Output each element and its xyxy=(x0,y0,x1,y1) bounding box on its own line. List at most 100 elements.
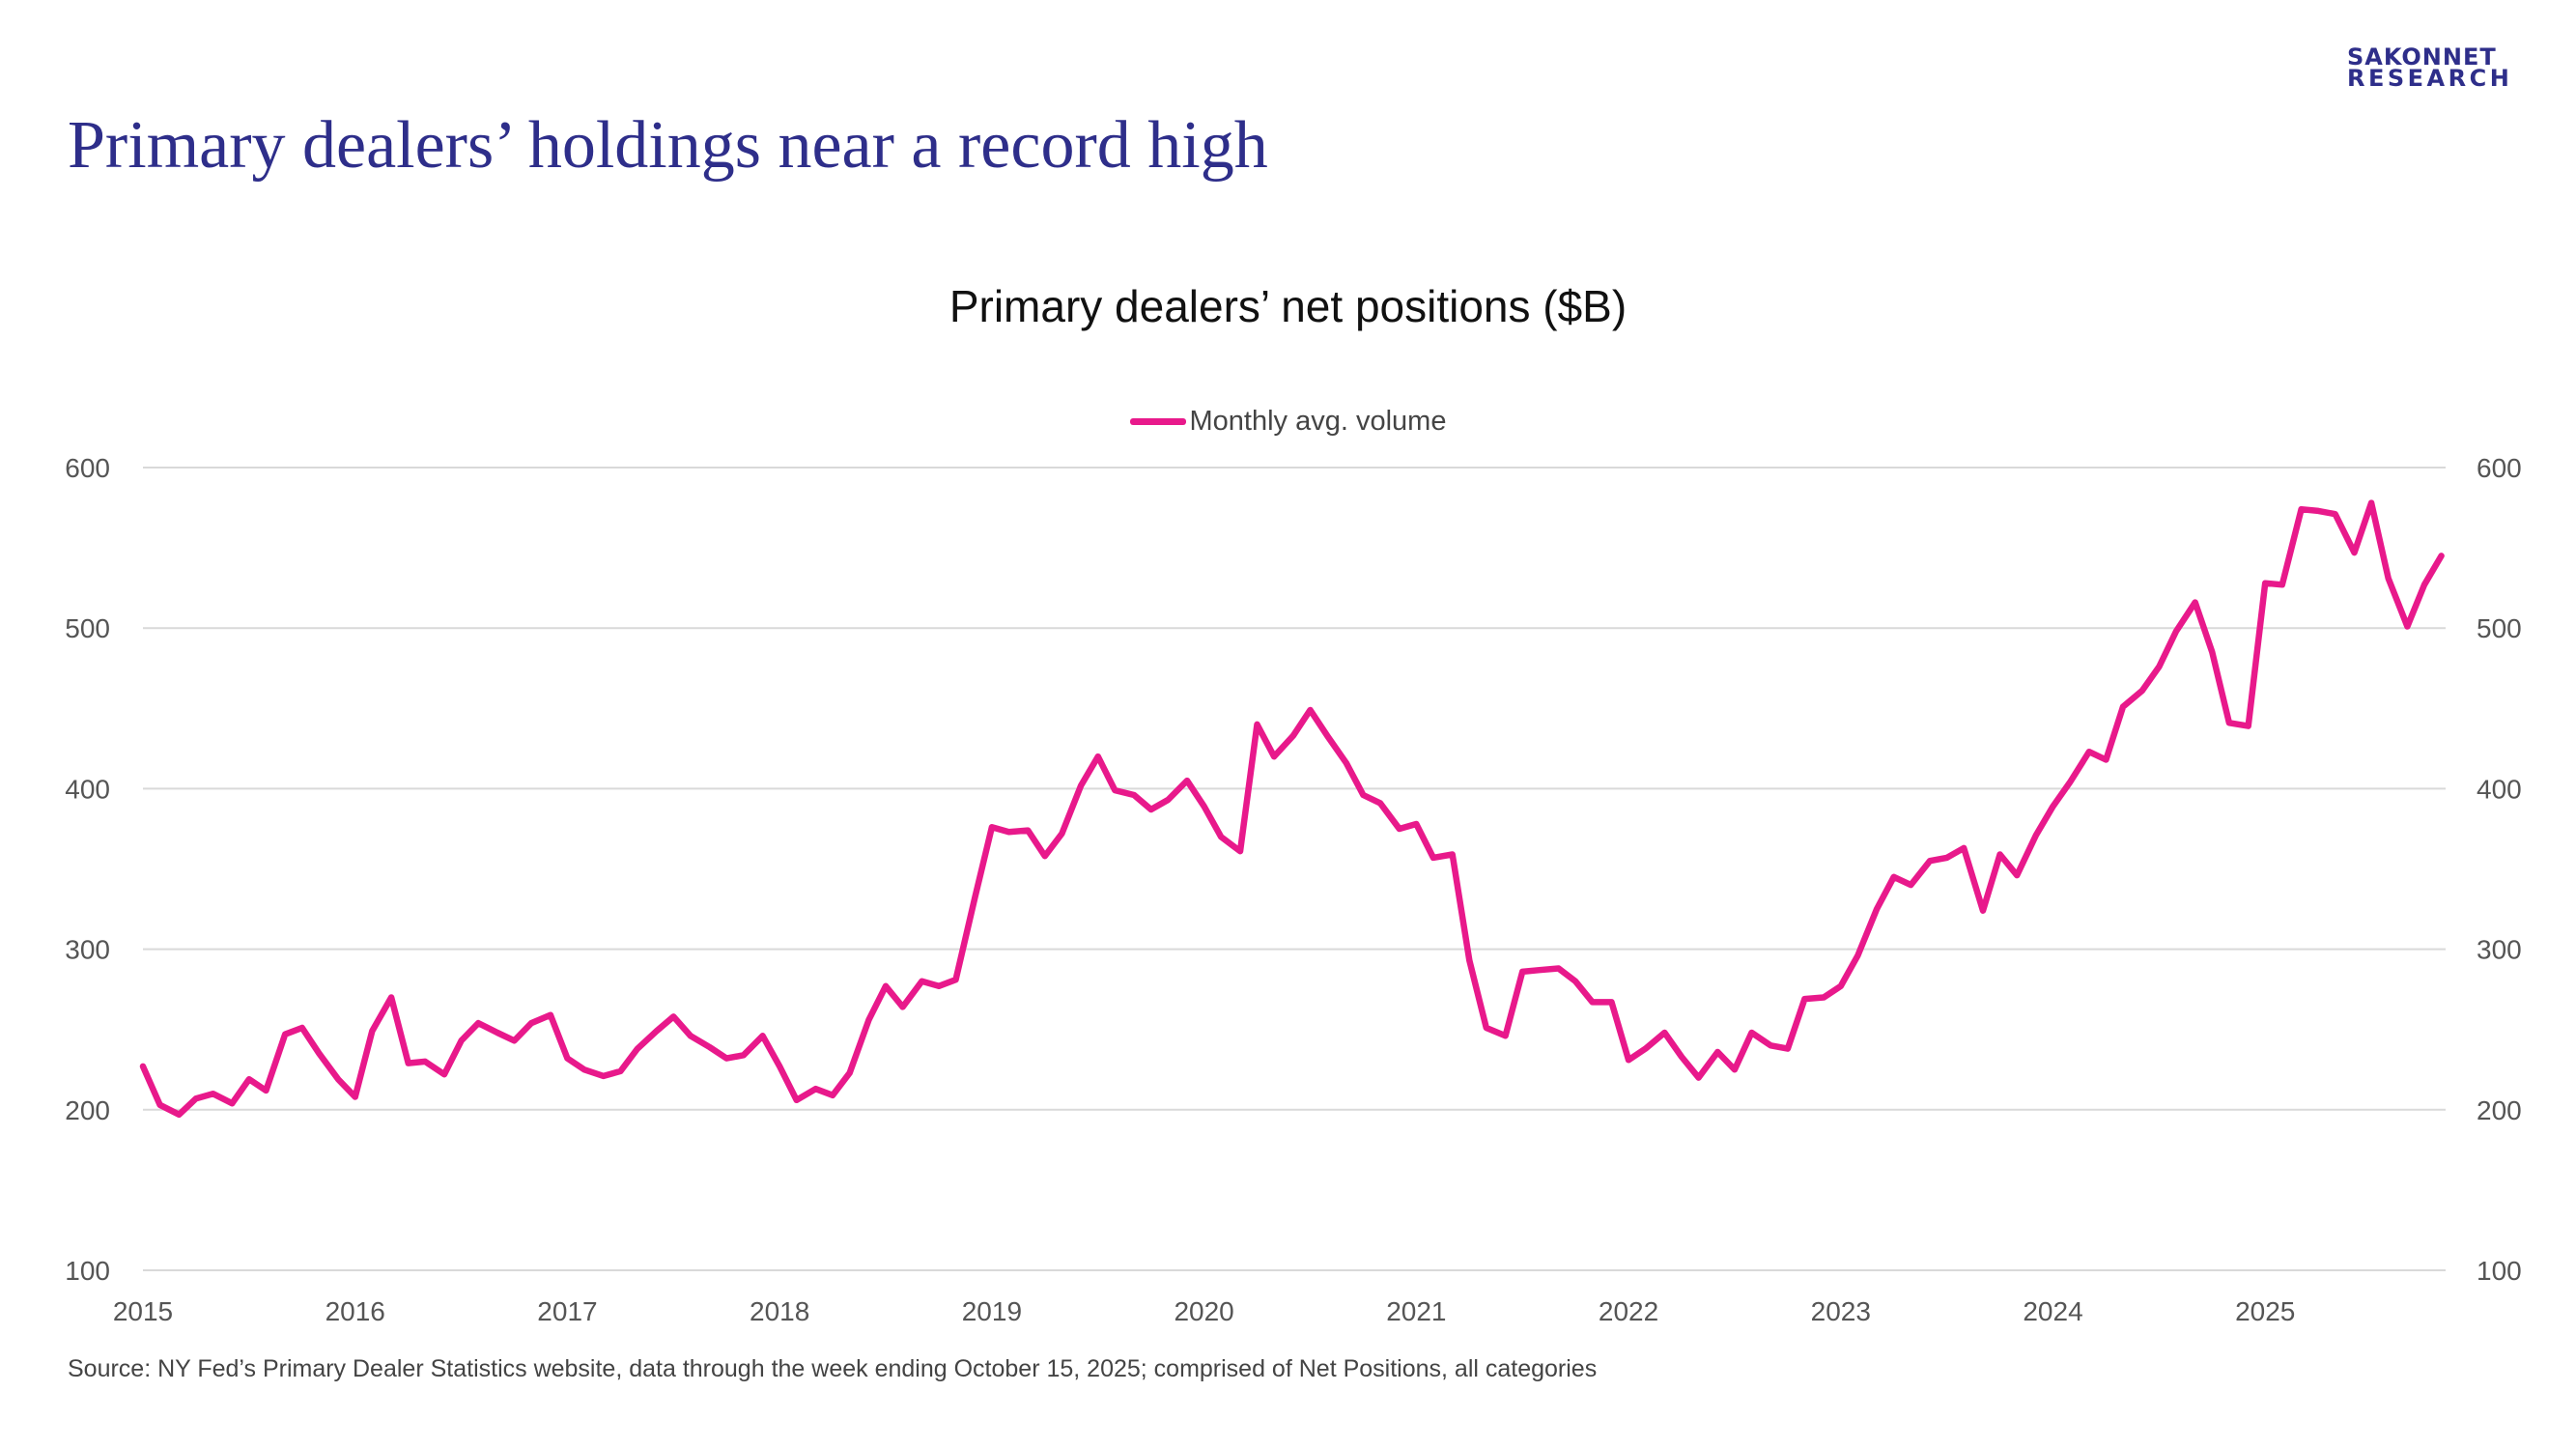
data-point xyxy=(812,1086,818,1092)
data-point xyxy=(1237,848,1243,854)
data-point xyxy=(1679,1054,1684,1060)
data-point xyxy=(1608,999,1614,1005)
y-tick-label-right: 400 xyxy=(2477,774,2522,804)
data-point xyxy=(2438,553,2444,558)
data-point xyxy=(1025,827,1031,833)
data-point xyxy=(2351,550,2357,555)
data-point xyxy=(1254,722,1260,727)
y-tick-label-left: 100 xyxy=(65,1256,110,1286)
data-point xyxy=(865,1017,871,1023)
data-point xyxy=(1377,800,1383,806)
y-tick-label-right: 500 xyxy=(2477,613,2522,643)
data-point xyxy=(1590,999,1596,1005)
data-point xyxy=(2246,723,2251,728)
data-point xyxy=(919,979,924,984)
data-point xyxy=(1450,851,1456,857)
data-point xyxy=(830,1093,835,1098)
data-point xyxy=(2173,628,2179,634)
data-point xyxy=(263,1088,269,1094)
data-point xyxy=(1360,792,1366,798)
data-point xyxy=(1397,826,1402,832)
data-point xyxy=(1430,855,1436,861)
data-point xyxy=(2421,582,2427,587)
data-point xyxy=(1572,979,1578,984)
data-point xyxy=(777,1064,782,1069)
data-point xyxy=(2298,506,2304,512)
data-point xyxy=(282,1032,288,1037)
data-point xyxy=(741,1052,747,1058)
data-point xyxy=(1555,965,1561,971)
y-tick-label-right: 600 xyxy=(2477,453,2522,483)
x-tick-label: 2023 xyxy=(1811,1296,1871,1326)
data-point xyxy=(1908,882,1913,888)
data-point xyxy=(1290,732,1296,738)
data-point xyxy=(1042,853,1048,859)
data-point xyxy=(2368,499,2374,505)
y-tick-label-left: 300 xyxy=(65,935,110,965)
chart-legend: Monthly avg. volume xyxy=(0,406,2576,438)
y-tick-label-left: 200 xyxy=(65,1095,110,1125)
y-tick-label-left: 600 xyxy=(65,453,110,483)
data-point xyxy=(369,1028,375,1034)
data-point xyxy=(1785,1045,1791,1051)
data-point xyxy=(2262,581,2268,586)
x-tick-label: 2025 xyxy=(2235,1296,2295,1326)
data-point xyxy=(2120,703,2126,709)
data-point xyxy=(1078,782,1084,788)
series-line xyxy=(139,499,2445,1119)
data-point xyxy=(1821,994,1826,1000)
x-tick-label: 2018 xyxy=(750,1296,809,1326)
brand-logo: SAKONNET RESEARCH xyxy=(2347,45,2531,90)
data-point xyxy=(1748,1030,1754,1036)
data-point xyxy=(1980,908,1986,914)
x-tick-label: 2016 xyxy=(326,1296,385,1326)
data-point xyxy=(176,1112,182,1118)
data-point xyxy=(1218,834,1224,839)
data-point xyxy=(1271,753,1277,759)
x-tick-label: 2020 xyxy=(1174,1296,1233,1326)
data-point xyxy=(495,1030,500,1036)
data-point xyxy=(1307,707,1313,713)
data-point xyxy=(1502,1033,1508,1038)
data-point xyxy=(1059,831,1064,837)
data-point xyxy=(2139,688,2145,694)
data-point xyxy=(193,1095,199,1101)
data-point xyxy=(1801,996,1807,1002)
y-tick-label-right: 200 xyxy=(2477,1095,2522,1125)
x-tick-label: 2022 xyxy=(1599,1296,1658,1326)
data-point xyxy=(564,1055,570,1061)
y-tick-label-left: 500 xyxy=(65,613,110,643)
data-point xyxy=(2193,599,2198,605)
data-point xyxy=(759,1033,765,1038)
data-point xyxy=(883,983,889,989)
data-point xyxy=(601,1073,607,1079)
data-point xyxy=(1324,732,1330,738)
data-point xyxy=(528,1020,534,1026)
data-point xyxy=(458,1037,464,1043)
data-point xyxy=(635,1045,640,1051)
data-point xyxy=(1466,957,1472,963)
data-point xyxy=(2315,508,2321,514)
data-point xyxy=(581,1066,587,1072)
data-point xyxy=(1344,760,1349,766)
data-point xyxy=(548,1012,553,1018)
data-point xyxy=(2226,720,2232,725)
data-point xyxy=(1768,1042,1773,1048)
data-point xyxy=(1519,969,1525,975)
page-headline: Primary dealers’ holdings near a record … xyxy=(68,108,1268,183)
data-point xyxy=(1695,1074,1701,1080)
data-point xyxy=(1626,1057,1631,1063)
data-point xyxy=(1095,753,1101,759)
data-point xyxy=(2014,872,2020,878)
data-point xyxy=(475,1020,481,1026)
data-point xyxy=(1184,778,1190,783)
x-tick-label: 2024 xyxy=(2023,1296,2082,1326)
data-point xyxy=(210,1091,215,1096)
data-point xyxy=(1854,952,1860,958)
data-point xyxy=(1112,787,1118,793)
data-point xyxy=(246,1076,252,1082)
data-point xyxy=(406,1060,411,1065)
data-point xyxy=(2103,756,2109,762)
data-point xyxy=(2209,649,2215,655)
